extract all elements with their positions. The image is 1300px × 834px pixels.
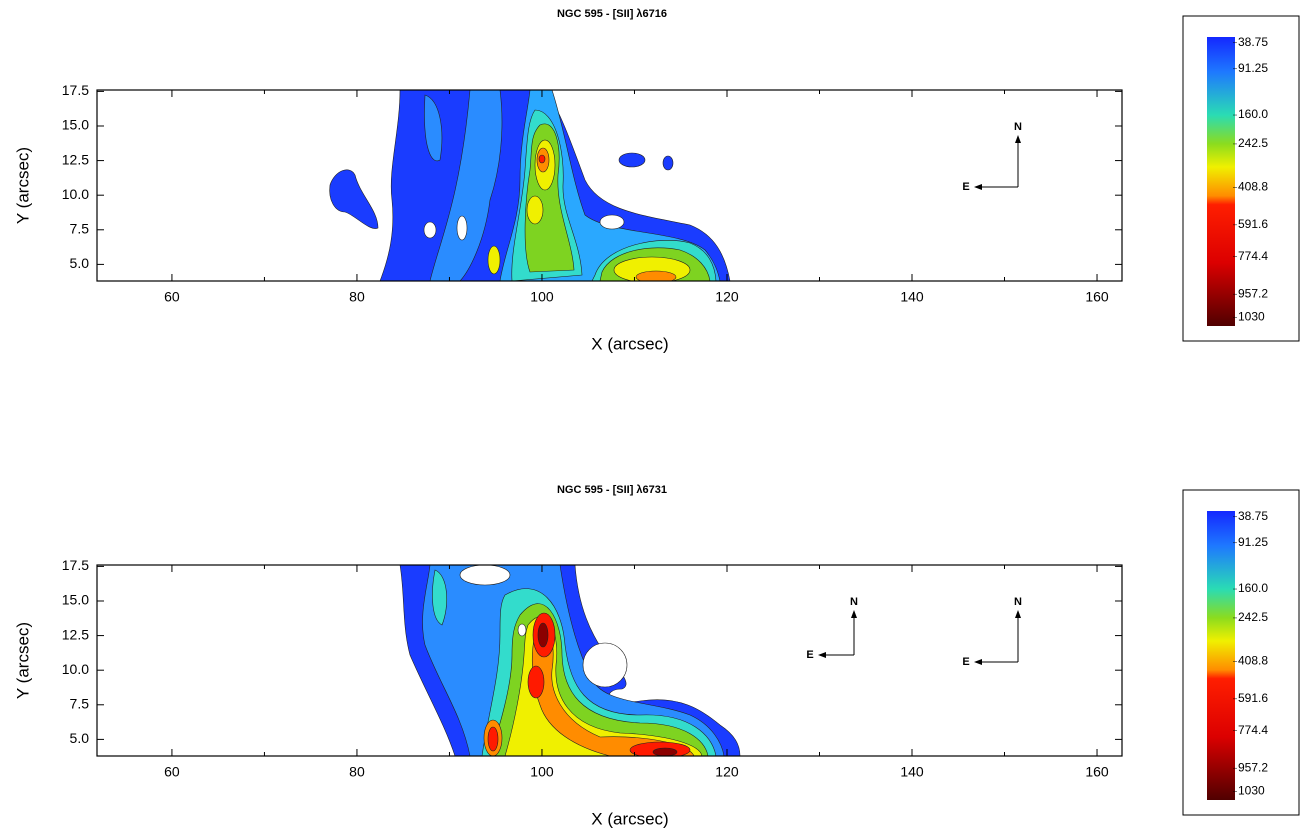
- x-tick-label: 160: [1085, 289, 1109, 305]
- x-tick-label: 80: [349, 289, 365, 305]
- x-axis-label: X (arcsec): [591, 334, 668, 353]
- compass-arrowhead: [974, 184, 982, 190]
- colorbar: [1207, 511, 1235, 800]
- colorbar-label: 774.4: [1238, 723, 1268, 737]
- y-tick-label: 10.0: [62, 186, 89, 202]
- compass-arrowhead: [1015, 610, 1021, 618]
- x-tick-label: 140: [900, 764, 924, 780]
- colorbar-label: 91.25: [1238, 535, 1268, 549]
- contour-map: [399, 565, 741, 756]
- compass-north: N: [1014, 121, 1022, 133]
- colorbar-label: 408.8: [1238, 179, 1268, 193]
- colorbar-label: 242.5: [1238, 610, 1268, 624]
- colorbar-label: 1030: [1238, 310, 1265, 324]
- y-axis-label: Y (arcsec): [13, 147, 32, 224]
- compass-arrowhead: [818, 652, 826, 658]
- colorbar-label: 591.6: [1238, 217, 1268, 231]
- colorbar-label: 957.2: [1238, 286, 1268, 300]
- y-tick-label: 17.5: [62, 82, 89, 98]
- colorbar: [1207, 37, 1235, 326]
- compass-north: N: [1014, 596, 1022, 608]
- compass-north: N: [850, 596, 858, 608]
- compass-east: E: [962, 181, 969, 193]
- x-tick-label: 100: [530, 764, 554, 780]
- compass-east: E: [806, 649, 813, 661]
- y-tick-label: 15.0: [62, 592, 89, 608]
- colorbar-label: 591.6: [1238, 691, 1268, 705]
- x-axis-label: X (arcsec): [591, 809, 668, 828]
- x-tick-label: 60: [164, 289, 180, 305]
- colorbar-label: 38.75: [1238, 35, 1268, 49]
- x-tick-label: 160: [1085, 764, 1109, 780]
- colorbar-label: 1030: [1238, 784, 1265, 798]
- y-axis-label: Y (arcsec): [13, 622, 32, 699]
- x-tick-label: 120: [715, 764, 739, 780]
- y-tick-label: 5.0: [70, 730, 90, 746]
- x-tick-label: 120: [715, 289, 739, 305]
- chart-title: NGC 595 - [SII] λ6731: [557, 484, 667, 496]
- plot-frame: [96, 564, 1123, 757]
- y-tick-label: 5.0: [70, 255, 90, 271]
- compass-east: E: [962, 656, 969, 668]
- y-tick-label: 17.5: [62, 557, 89, 573]
- y-tick-label: 7.5: [70, 695, 90, 711]
- colorbar-label: 160.0: [1238, 107, 1268, 121]
- colorbar-label: 91.25: [1238, 61, 1268, 75]
- y-tick-label: 12.5: [62, 626, 89, 642]
- colorbar-label: 957.2: [1238, 760, 1268, 774]
- y-tick-label: 12.5: [62, 151, 89, 167]
- colorbar-label: 408.8: [1238, 653, 1268, 667]
- colorbar-box: [1182, 489, 1300, 816]
- contour-map: [329, 90, 731, 281]
- y-tick-label: 7.5: [70, 220, 90, 236]
- y-tick-label: 15.0: [62, 117, 89, 133]
- x-tick-label: 60: [164, 764, 180, 780]
- compass-arrowhead: [974, 659, 982, 665]
- y-tick-label: 10.0: [62, 661, 89, 677]
- x-tick-label: 100: [530, 289, 554, 305]
- x-tick-label: 80: [349, 764, 365, 780]
- colorbar-box: [1182, 15, 1300, 342]
- colorbar-label: 38.75: [1238, 509, 1268, 523]
- chart-title: NGC 595 - [SII] λ6716: [557, 8, 667, 20]
- colorbar-label: 774.4: [1238, 249, 1268, 263]
- compass-arrowhead: [851, 610, 857, 618]
- plot-frame: [96, 89, 1123, 282]
- colorbar-label: 160.0: [1238, 581, 1268, 595]
- colorbar-label: 242.5: [1238, 136, 1268, 150]
- compass-arrowhead: [1015, 135, 1021, 143]
- x-tick-label: 140: [900, 289, 924, 305]
